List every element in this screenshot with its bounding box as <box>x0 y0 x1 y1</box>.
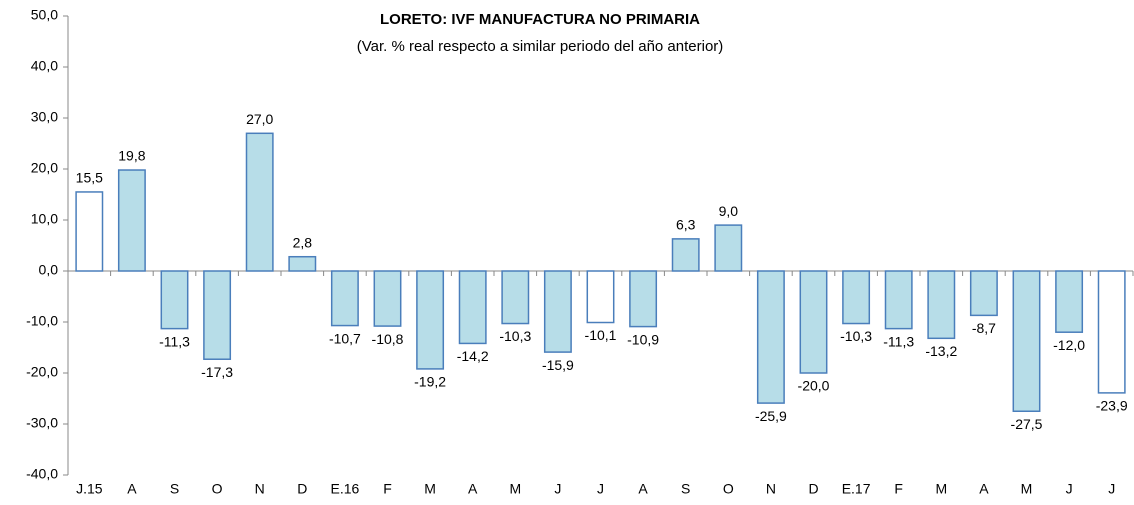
y-tick-label: -40,0 <box>26 466 58 482</box>
x-tick-label: J <box>1066 481 1073 497</box>
value-label: 19,8 <box>118 148 145 164</box>
chart-subtitle: (Var. % real respecto a similar periodo … <box>357 38 724 55</box>
bar <box>927 270 956 340</box>
x-tick-label: A <box>979 481 989 497</box>
x-tick-label: A <box>127 481 137 497</box>
bar <box>1055 270 1084 333</box>
x-tick-label: S <box>170 481 179 497</box>
x-tick-label: A <box>638 481 648 497</box>
chart-title: LORETO: IVF MANUFACTURA NO PRIMARIA <box>380 11 700 28</box>
value-label: -13,2 <box>925 343 957 359</box>
bar <box>288 255 317 272</box>
x-tick-label: N <box>255 481 265 497</box>
x-tick-label: M <box>935 481 947 497</box>
value-label: -15,9 <box>542 357 574 373</box>
bar <box>969 270 998 317</box>
y-tick-label: 30,0 <box>31 109 58 125</box>
bar <box>543 270 572 353</box>
bar <box>842 270 871 325</box>
value-label: -17,3 <box>201 364 233 380</box>
value-label: -10,9 <box>627 331 659 347</box>
y-tick-label: -20,0 <box>26 364 58 380</box>
value-label: -20,0 <box>798 378 830 394</box>
bar <box>203 270 232 360</box>
y-tick-label: 50,0 <box>31 7 58 23</box>
y-tick-label: -30,0 <box>26 415 58 431</box>
x-tick-label: J <box>554 481 561 497</box>
value-label: -8,7 <box>972 320 996 336</box>
x-tick-label: M <box>424 481 436 497</box>
x-tick-label: D <box>297 481 307 497</box>
x-tick-label: A <box>468 481 478 497</box>
bar <box>1097 270 1126 394</box>
x-tick-label: O <box>212 481 223 497</box>
bar <box>160 270 189 330</box>
bar <box>629 270 658 328</box>
x-tick-label: D <box>808 481 818 497</box>
x-tick-label: F <box>894 481 903 497</box>
x-tick-label: O <box>723 481 734 497</box>
x-tick-label: E.17 <box>842 481 871 497</box>
y-tick-label: 20,0 <box>31 160 58 176</box>
bar <box>1012 270 1041 412</box>
value-label: 15,5 <box>76 170 103 186</box>
y-tick-label: 40,0 <box>31 58 58 74</box>
value-label: -10,3 <box>499 328 531 344</box>
y-tick-label: 0,0 <box>39 262 59 278</box>
value-label: -10,7 <box>329 330 361 346</box>
value-label: -14,2 <box>457 348 489 364</box>
bar <box>756 270 785 404</box>
bar <box>416 270 445 370</box>
bar <box>330 270 359 327</box>
bar <box>458 270 487 345</box>
bar <box>884 270 913 330</box>
bar <box>671 238 700 272</box>
bar <box>714 224 743 272</box>
y-tick-label: -10,0 <box>26 313 58 329</box>
x-tick-label: M <box>509 481 521 497</box>
bar <box>373 270 402 327</box>
bar <box>586 270 615 324</box>
value-label: 2,8 <box>293 234 313 250</box>
value-label: -25,9 <box>755 408 787 424</box>
value-label: -10,8 <box>372 331 404 347</box>
y-tick-label: 10,0 <box>31 211 58 227</box>
bar <box>245 132 274 272</box>
value-label: -11,3 <box>883 333 914 349</box>
bar <box>501 270 530 325</box>
value-label: -11,3 <box>159 333 190 349</box>
value-label: 6,3 <box>676 217 696 233</box>
value-label: -23,9 <box>1096 398 1128 414</box>
bar <box>799 270 828 374</box>
bar <box>117 169 146 272</box>
value-label: -10,1 <box>585 327 617 343</box>
bar <box>75 191 104 272</box>
value-label: -10,3 <box>840 328 872 344</box>
x-tick-label: E.16 <box>330 481 359 497</box>
x-tick-label: M <box>1021 481 1033 497</box>
x-tick-label: J.15 <box>76 481 103 497</box>
value-label: 9,0 <box>719 203 739 219</box>
value-label: -27,5 <box>1011 416 1043 432</box>
value-label: -19,2 <box>414 374 446 390</box>
x-tick-label: S <box>681 481 690 497</box>
x-tick-label: J <box>1108 481 1115 497</box>
value-label: 27,0 <box>246 111 273 127</box>
value-label: -12,0 <box>1053 337 1085 353</box>
x-tick-label: F <box>383 481 392 497</box>
x-tick-label: J <box>597 481 604 497</box>
x-tick-label: N <box>766 481 776 497</box>
